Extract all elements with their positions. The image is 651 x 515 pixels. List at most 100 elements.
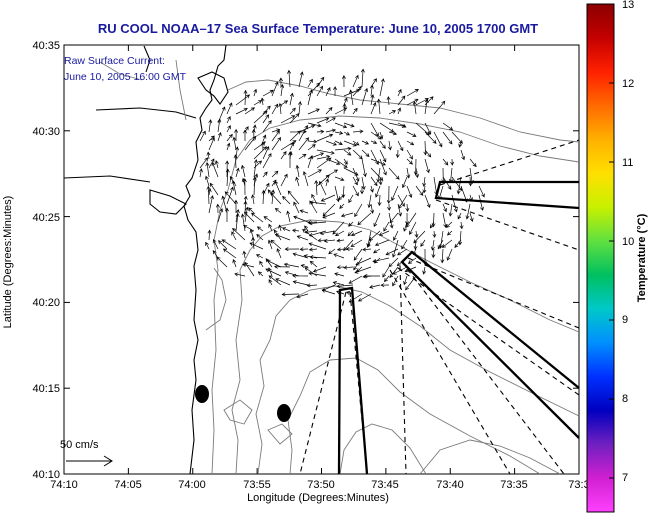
current-vector bbox=[431, 248, 436, 259]
current-vector bbox=[343, 88, 361, 97]
current-vector bbox=[209, 182, 219, 196]
current-vector bbox=[337, 194, 345, 200]
current-vector bbox=[448, 203, 453, 217]
current-vector bbox=[263, 216, 273, 223]
current-vector bbox=[253, 100, 263, 106]
x-tick-label: 74:05 bbox=[114, 479, 142, 491]
current-vector bbox=[415, 185, 424, 196]
current-vector bbox=[242, 250, 247, 259]
x-tick-label: 73:35 bbox=[500, 479, 528, 491]
current-vector bbox=[274, 207, 282, 214]
current-vector bbox=[234, 128, 239, 142]
current-vector bbox=[256, 226, 264, 232]
current-vector bbox=[401, 176, 408, 189]
current-vector bbox=[320, 194, 336, 202]
radar-sector-lines bbox=[299, 139, 580, 475]
current-vector bbox=[409, 221, 417, 235]
current-vector bbox=[334, 140, 343, 146]
current-vector bbox=[284, 247, 300, 252]
current-vector bbox=[403, 221, 408, 232]
current-vector bbox=[343, 149, 352, 156]
current-vector bbox=[206, 151, 211, 160]
current-vector bbox=[222, 248, 237, 259]
current-vector bbox=[268, 275, 282, 286]
current-vector bbox=[299, 209, 309, 214]
current-vector bbox=[253, 159, 258, 178]
current-vector bbox=[374, 239, 390, 247]
current-vector bbox=[267, 239, 273, 250]
current-vector bbox=[292, 280, 309, 286]
current-vector bbox=[382, 266, 390, 278]
current-vector bbox=[450, 158, 455, 166]
figure-title: RU COOL NOAA–17 Sea Surface Temperature:… bbox=[98, 21, 538, 36]
current-vector bbox=[240, 164, 246, 178]
current-vector bbox=[325, 140, 337, 146]
current-vector bbox=[244, 206, 249, 223]
current-vector bbox=[321, 288, 336, 295]
current-vector bbox=[352, 85, 362, 97]
legend-line-2: June 10, 2005 16:00 GMT bbox=[64, 71, 187, 83]
axis-ticks bbox=[63, 44, 580, 475]
current-vector bbox=[309, 255, 327, 260]
colorbar-tick-label: 9 bbox=[622, 314, 628, 326]
current-vector bbox=[214, 160, 219, 169]
current-vector bbox=[251, 212, 264, 223]
current-vector bbox=[334, 146, 352, 151]
current-vector bbox=[370, 203, 375, 214]
current-vector bbox=[243, 200, 248, 214]
current-vector bbox=[376, 98, 381, 115]
x-tick-label: 74:10 bbox=[50, 479, 78, 491]
current-vector bbox=[343, 122, 355, 128]
current-vector bbox=[234, 272, 246, 277]
current-vector bbox=[262, 146, 270, 160]
current-vector bbox=[316, 133, 334, 142]
current-vector bbox=[406, 89, 419, 97]
current-vector bbox=[225, 160, 230, 178]
current-vector bbox=[309, 260, 318, 268]
current-vector bbox=[460, 149, 466, 161]
current-vector bbox=[316, 85, 323, 97]
x-tick-label: 73:50 bbox=[307, 479, 335, 491]
current-vector bbox=[289, 107, 296, 115]
current-vector bbox=[361, 176, 366, 191]
current-vector bbox=[422, 266, 427, 275]
current-vector bbox=[286, 210, 291, 223]
current-vector bbox=[372, 257, 390, 263]
current-vector bbox=[217, 131, 222, 142]
current-vector bbox=[231, 179, 237, 196]
current-vector bbox=[440, 248, 445, 264]
current-vector bbox=[351, 230, 363, 237]
current-vector bbox=[199, 157, 209, 169]
current-vector bbox=[424, 131, 437, 144]
current-vector bbox=[316, 149, 335, 155]
current-vector bbox=[208, 195, 214, 214]
current-vector bbox=[316, 154, 331, 160]
current-vector bbox=[306, 283, 318, 288]
current-vector bbox=[397, 194, 405, 207]
current-vector bbox=[319, 180, 327, 196]
current-vector bbox=[261, 189, 266, 205]
current-vector bbox=[280, 115, 296, 124]
current-vector bbox=[370, 94, 375, 106]
current-vector bbox=[373, 212, 381, 228]
current-vector bbox=[253, 146, 268, 160]
current-vector bbox=[288, 151, 293, 168]
current-vector bbox=[336, 265, 345, 270]
current-vector bbox=[243, 89, 248, 106]
current-vector bbox=[380, 283, 390, 288]
current-vector bbox=[430, 239, 435, 251]
current-vector bbox=[311, 193, 318, 205]
current-vector bbox=[336, 238, 345, 243]
y-tick-label: 40:25 bbox=[32, 212, 60, 224]
current-vector bbox=[370, 122, 379, 137]
current-vector bbox=[243, 211, 255, 223]
map-frame bbox=[63, 44, 580, 475]
x-tick-label: 73:40 bbox=[436, 479, 464, 491]
current-vector bbox=[283, 262, 300, 268]
current-vector bbox=[397, 140, 404, 152]
current-vector bbox=[262, 114, 270, 124]
current-vector bbox=[424, 98, 429, 115]
current-vector bbox=[308, 221, 327, 226]
current-vector bbox=[226, 125, 231, 133]
current-vector bbox=[280, 150, 287, 160]
